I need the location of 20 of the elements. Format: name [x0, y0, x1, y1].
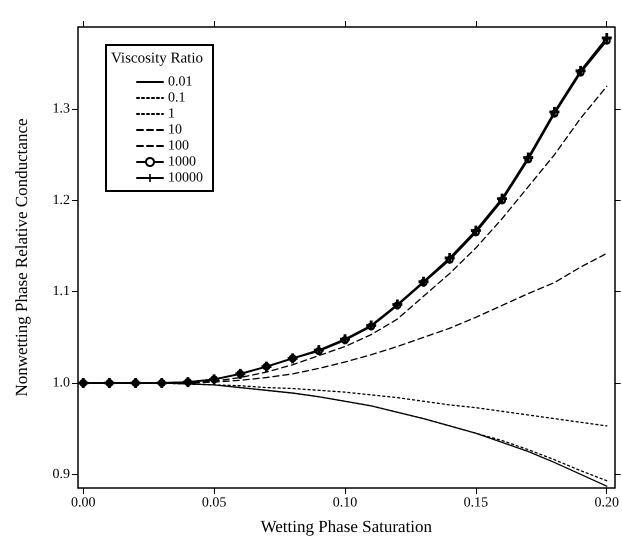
y-tick-label: 0.9 [52, 466, 70, 482]
x-tick-label: 0.10 [332, 496, 358, 510]
y-axis-title: Nonwetting Phase Relative Conductance [12, 118, 31, 397]
legend-label: 10 [168, 122, 182, 138]
legend-label: 1000 [168, 154, 196, 170]
x-tick-label: 0.05 [202, 496, 226, 510]
legend-label: 100 [168, 138, 189, 154]
y-tick-label: 1.1 [52, 284, 70, 300]
x-tick-label: 0.20 [594, 496, 619, 510]
legend-label: 1 [168, 106, 175, 122]
x-axis-title: Wetting Phase Saturation [260, 517, 433, 536]
legend-title: Viscosity Ratio [111, 50, 204, 66]
legend-label: 0.01 [168, 74, 192, 90]
y-tick-label: 1.3 [52, 102, 70, 117]
x-tick-label: 0.00 [70, 496, 96, 510]
legend-label: 10000 [168, 170, 203, 186]
y-tick-label: 1.0 [52, 376, 70, 391]
legend-label: 0.1 [168, 90, 186, 106]
x-tick-label: 0.15 [464, 496, 488, 510]
y-tick-label: 1.2 [52, 192, 70, 208]
